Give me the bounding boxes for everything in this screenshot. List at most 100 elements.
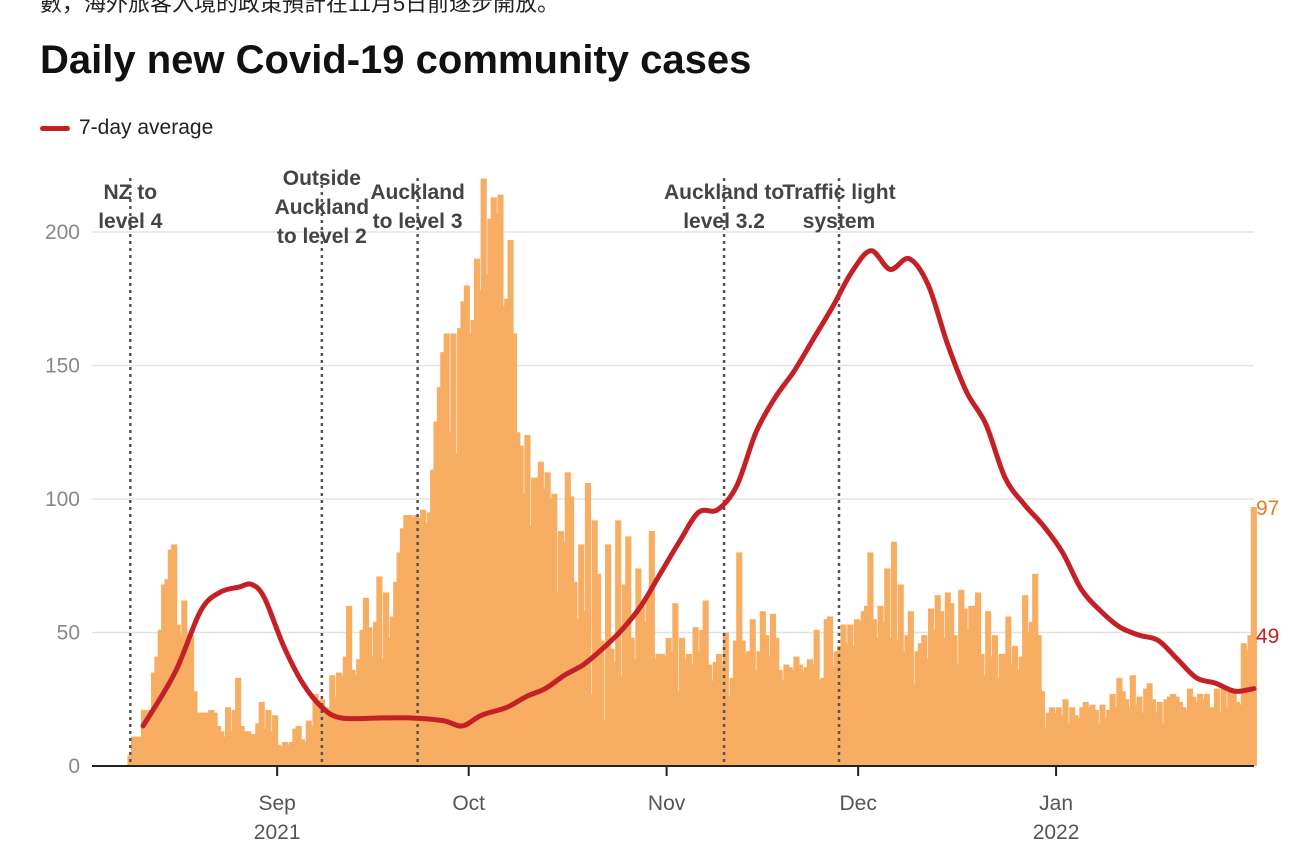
bar [467,333,474,766]
bar [420,509,427,766]
bar [645,595,652,766]
bar [409,517,417,766]
bar [436,386,444,766]
bar [453,453,460,766]
annotation-label: Outside [283,167,361,190]
bar [399,528,407,766]
bar [426,512,433,766]
bar [981,675,988,766]
bar [843,643,850,766]
bar [621,584,628,766]
bar [618,675,625,766]
bar [527,525,534,766]
x-tick-label: Oct [452,792,485,815]
bar [1008,664,1015,766]
x-tick-sublabel: 2021 [254,821,301,844]
bar [221,736,228,766]
x-tick-label: Dec [839,792,876,815]
bar [1176,701,1183,766]
bar [628,637,635,766]
bar [235,677,242,766]
bar [362,597,370,766]
seven-day-average-line [140,248,1257,729]
bar [675,691,682,766]
bar [201,712,208,766]
bar [1015,669,1022,766]
bar [443,333,450,766]
bar [130,736,137,766]
end-value-label: 49 [1256,625,1279,648]
bar [248,733,255,766]
bar [547,499,555,766]
bar [376,576,383,766]
bar [504,298,511,766]
bar [1052,712,1059,766]
bar [261,728,269,766]
x-tick-label: Jan [1039,792,1073,815]
bar [820,677,827,766]
bar [833,651,840,766]
bar [329,675,336,766]
bar [1082,701,1089,766]
bar [231,709,238,766]
bar [759,611,766,766]
bar [494,213,501,766]
annotation-label: system [803,210,875,233]
bar [285,744,292,766]
bar [372,621,380,766]
y-tick-label: 100 [45,488,80,511]
bar [763,635,770,766]
bar [857,621,864,766]
bar [406,515,413,766]
bar [204,712,211,766]
bar [379,659,386,766]
bar [1173,696,1180,766]
legend: 7-day average [40,116,213,140]
bar [705,664,713,766]
annotation-label: Auckland to [664,181,784,204]
bar [214,725,222,766]
bar [608,648,615,766]
bar [393,581,400,766]
bar [601,720,608,766]
bar [1240,643,1247,766]
bar [134,736,141,766]
bar [584,482,591,766]
bar [1244,651,1251,766]
bar [975,592,982,766]
bar [497,194,504,766]
bar [591,520,598,766]
bar [954,664,961,766]
bar [756,651,763,766]
annotation-label: to level 3 [373,210,463,233]
bar [1069,707,1076,766]
bar [473,258,481,766]
bar [1065,723,1072,766]
bar [668,651,676,766]
bar [151,672,158,766]
bar [682,659,689,766]
bar [850,645,857,766]
bar [652,659,659,766]
bar [174,624,181,766]
bar [938,611,945,766]
bar [921,635,928,766]
bar [1001,653,1009,766]
bar [790,669,797,766]
bar [665,637,672,766]
bar [288,741,296,766]
bar [1012,645,1019,766]
bar [1180,707,1187,766]
bar [864,605,871,766]
bar [699,629,706,766]
bar [187,635,195,766]
bar [1099,704,1106,766]
bar [769,613,776,766]
bar [884,568,891,766]
bar [594,573,602,766]
bar [719,664,726,766]
annotation-label: Auckland [370,181,465,204]
annotation-label: level 3.2 [683,210,765,233]
x-tick-label: Nov [648,792,686,815]
bar [914,651,921,766]
